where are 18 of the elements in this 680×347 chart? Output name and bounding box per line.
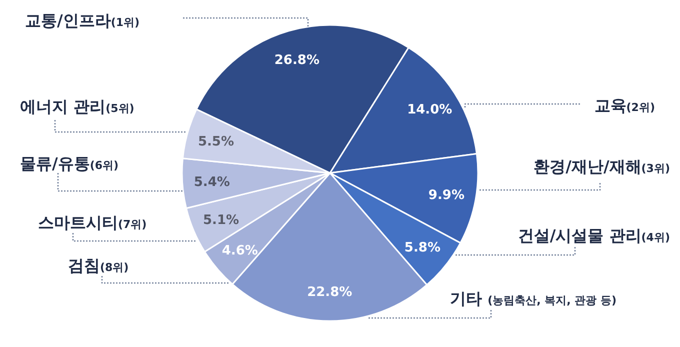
data-label: 5.8% [404, 240, 440, 256]
data-label: 22.8% [307, 284, 352, 300]
data-label: 5.1% [202, 212, 240, 228]
data-label: 5.4% [194, 174, 230, 190]
slice-label: 에너지 관리(5위) [20, 97, 134, 116]
data-label: 5.5% [198, 134, 234, 150]
slice-label: 교통/인프라(1위) [25, 11, 140, 30]
data-label: 4.6% [222, 243, 258, 258]
slice-label: 기타 (농림축산, 복지, 관광 등) [450, 289, 616, 308]
data-label: 9.9% [428, 188, 464, 203]
slice-label: 스마트시티(7위) [38, 213, 147, 232]
slice-label: 물류/유통(6위) [20, 154, 119, 173]
data-label: 14.0% [407, 102, 452, 118]
slice-label: 환경/재난/재해(3위) [534, 157, 670, 176]
slice-label: 교육(2위) [594, 96, 655, 115]
slice-label: 건설/시설물 관리(4위) [518, 226, 670, 245]
slice-label: 검침(8위) [68, 256, 129, 275]
data-label: 26.8% [274, 52, 320, 68]
